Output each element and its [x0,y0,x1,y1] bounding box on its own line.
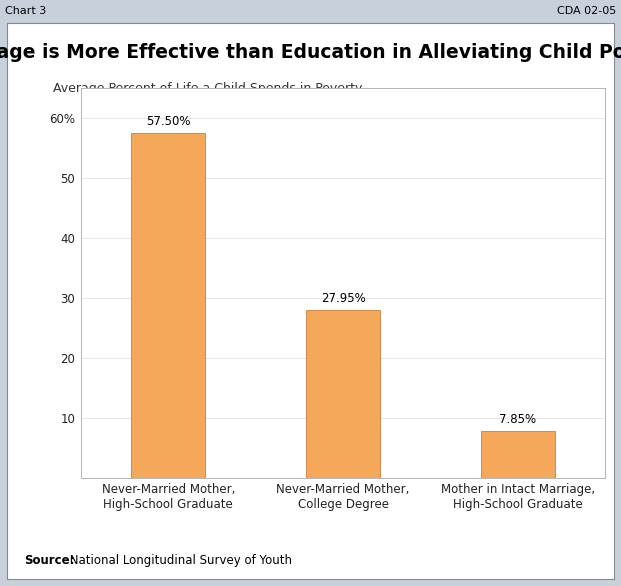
Text: CDA 02-05: CDA 02-05 [557,6,616,16]
Text: Source:: Source: [24,554,75,567]
Text: Average Percent of Life a Child Spends in Poverty: Average Percent of Life a Child Spends i… [53,82,362,95]
Text: 27.95%: 27.95% [320,292,366,305]
Text: Chart 3: Chart 3 [5,6,46,16]
Text: Marriage is More Effective than Education in Alleviating Child Poverty: Marriage is More Effective than Educatio… [0,43,621,62]
Text: National Longitudinal Survey of Youth: National Longitudinal Survey of Youth [66,554,292,567]
Bar [132,133,205,478]
Text: 7.85%: 7.85% [499,413,537,426]
Bar [481,431,555,478]
Bar [306,310,380,478]
Text: 57.50%: 57.50% [146,115,191,128]
